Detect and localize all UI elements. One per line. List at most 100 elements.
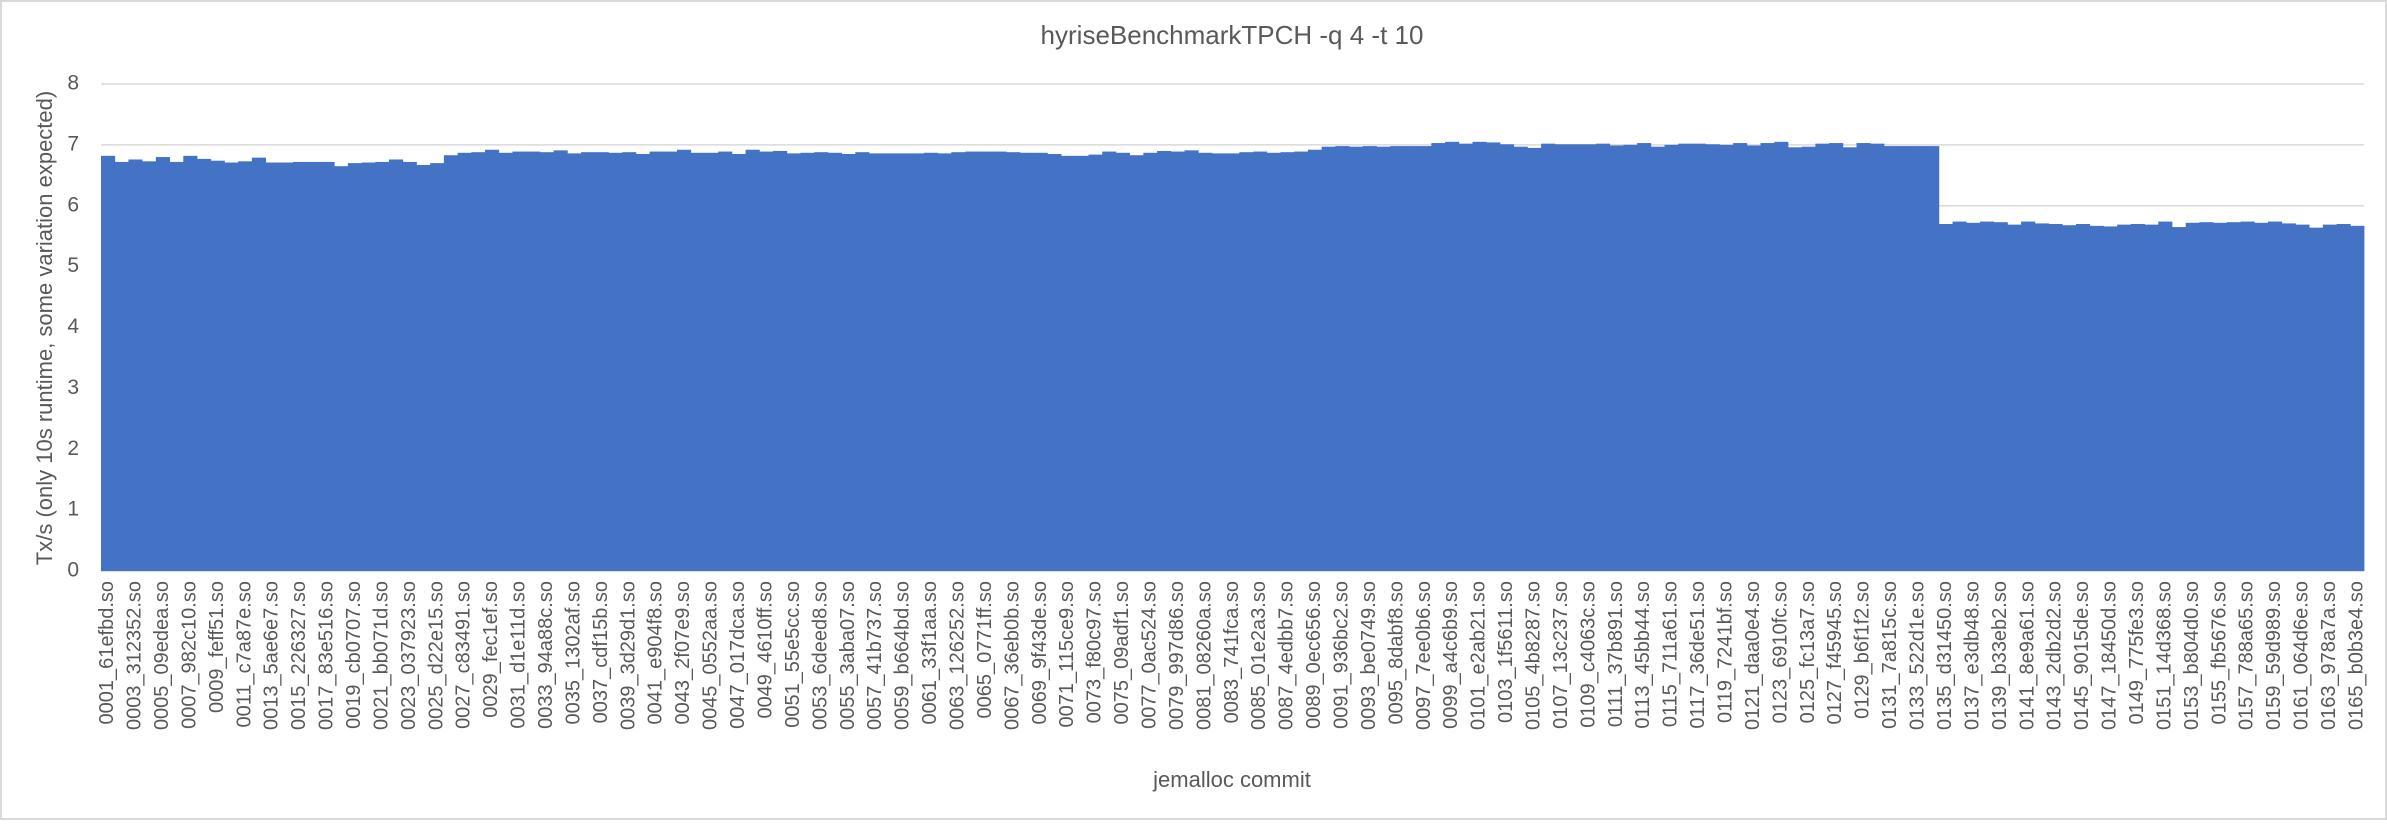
x-tick-label: 0001_61efbd.so (96, 581, 118, 724)
x-tick-label: 0135_d31450.so (1934, 581, 1956, 730)
bar (1637, 143, 1652, 571)
bar (1719, 144, 1734, 571)
bar (841, 154, 856, 571)
y-tick-label: 5 (67, 254, 79, 277)
x-tick-label: 0127_f45945.so (1824, 581, 1846, 724)
x-tick-label: 0059_b664bd.so (892, 581, 914, 730)
x-tick-label: 0159_59d989.so (2263, 581, 2285, 730)
bar (594, 152, 609, 571)
bar (1335, 146, 1350, 571)
x-tick-label: 0133_522d1e.so (1907, 581, 1929, 730)
x-tick-label: 0025_d22e15.so (425, 581, 447, 730)
x-tick-label: 0023_037923.so (398, 581, 420, 730)
x-tick-label: 0075_09adf1.so (1111, 581, 1133, 724)
bar (1801, 146, 1816, 572)
bar (1239, 152, 1254, 571)
bar (1047, 154, 1062, 571)
bar (1403, 146, 1419, 571)
bar (2158, 221, 2173, 571)
bar (581, 152, 596, 571)
x-tick-label: 0009_feff51.so (206, 581, 228, 713)
x-tick-label: 0049_4610ff.so (754, 581, 776, 719)
bar (1170, 151, 1185, 572)
bar (1157, 150, 1172, 571)
bar (238, 161, 253, 571)
y-axis-title: Tx/s (only 10s runtime, some variation e… (32, 91, 57, 565)
bar (1321, 146, 1336, 572)
bar (1554, 144, 1569, 572)
x-tick-label: 0047_017dca.so (727, 581, 749, 729)
bar (1595, 143, 1611, 571)
y-tick-label: 0 (67, 559, 79, 582)
bar (347, 163, 362, 571)
bar (416, 164, 431, 571)
bar (827, 152, 843, 571)
bar (1033, 152, 1048, 571)
x-tick-label: 0099_a4c6b9.so (1440, 581, 1462, 729)
x-tick-label: 0165_b0b3e4.so (2345, 581, 2367, 730)
bar (375, 161, 390, 572)
bar (1431, 143, 1446, 571)
bar (1897, 146, 1912, 571)
x-tick-label: 0013_5ae6e7.so (261, 581, 283, 730)
bar (1883, 146, 1899, 571)
bar (1458, 143, 1473, 571)
bar (389, 159, 404, 572)
bar (1266, 152, 1281, 571)
bar (773, 150, 788, 571)
bar (1349, 146, 1364, 572)
bar (334, 166, 349, 571)
bar (2089, 225, 2104, 571)
x-tick-label: 0157_788a65.so (2236, 581, 2258, 730)
x-tick-label: 0087_4edbb7.so (1276, 581, 1298, 730)
x-tick-label: 0151_14d368.so (2153, 581, 2175, 730)
bar (882, 153, 897, 571)
x-tick-label: 0067_36eb0b.so (1001, 581, 1023, 730)
bar (608, 152, 623, 571)
bar (1568, 144, 1583, 572)
bar (1541, 143, 1556, 571)
bar (402, 161, 417, 572)
bar (1760, 143, 1775, 571)
bar (910, 153, 925, 571)
x-tick-label: 0061_33f1aa.so (919, 581, 941, 724)
bar (1211, 153, 1227, 571)
bar (800, 152, 815, 571)
bar (1966, 222, 1981, 572)
y-tick-label: 2 (67, 437, 79, 460)
bar (1746, 145, 1761, 571)
x-tick-label: 0077_0ac524.so (1138, 581, 1160, 729)
x-tick-label: 0121_daa0e4.so (1742, 581, 1764, 730)
bar (306, 161, 321, 572)
bar (1445, 141, 1460, 572)
bar (1664, 144, 1679, 571)
bar (2226, 222, 2241, 571)
bar (553, 150, 568, 571)
bar (2350, 225, 2365, 571)
x-tick-label: 0037_cdf15b.so (590, 581, 612, 723)
bar (2267, 221, 2283, 571)
bar (2130, 224, 2145, 571)
bar (1829, 143, 1844, 571)
x-tick-label: 0123_6910fc.so (1769, 581, 1791, 723)
x-tick-label: 0117_36de51.so (1687, 581, 1709, 729)
bar (512, 151, 527, 572)
bar (718, 151, 733, 572)
x-axis-title: jemalloc commit (1152, 767, 1311, 792)
bar (869, 153, 884, 571)
bar (1979, 221, 1995, 571)
x-tick-label: 0155_fb5676.so (2208, 581, 2230, 724)
bar (855, 152, 870, 571)
x-tick-label: 0119_7241bf.so (1715, 581, 1737, 723)
bar (251, 157, 266, 571)
bar (1225, 153, 1240, 571)
bar (649, 151, 664, 572)
bar (430, 163, 445, 571)
bar (101, 155, 116, 571)
x-tick-label: 0145_9015de.so (2071, 581, 2093, 730)
x-tick-label: 0033_94a88c.so (535, 581, 557, 729)
x-tick-label: 0027_c83491.so (453, 581, 475, 729)
x-tick-label: 0045_0552aa.so (700, 581, 722, 730)
bar (1253, 151, 1268, 572)
